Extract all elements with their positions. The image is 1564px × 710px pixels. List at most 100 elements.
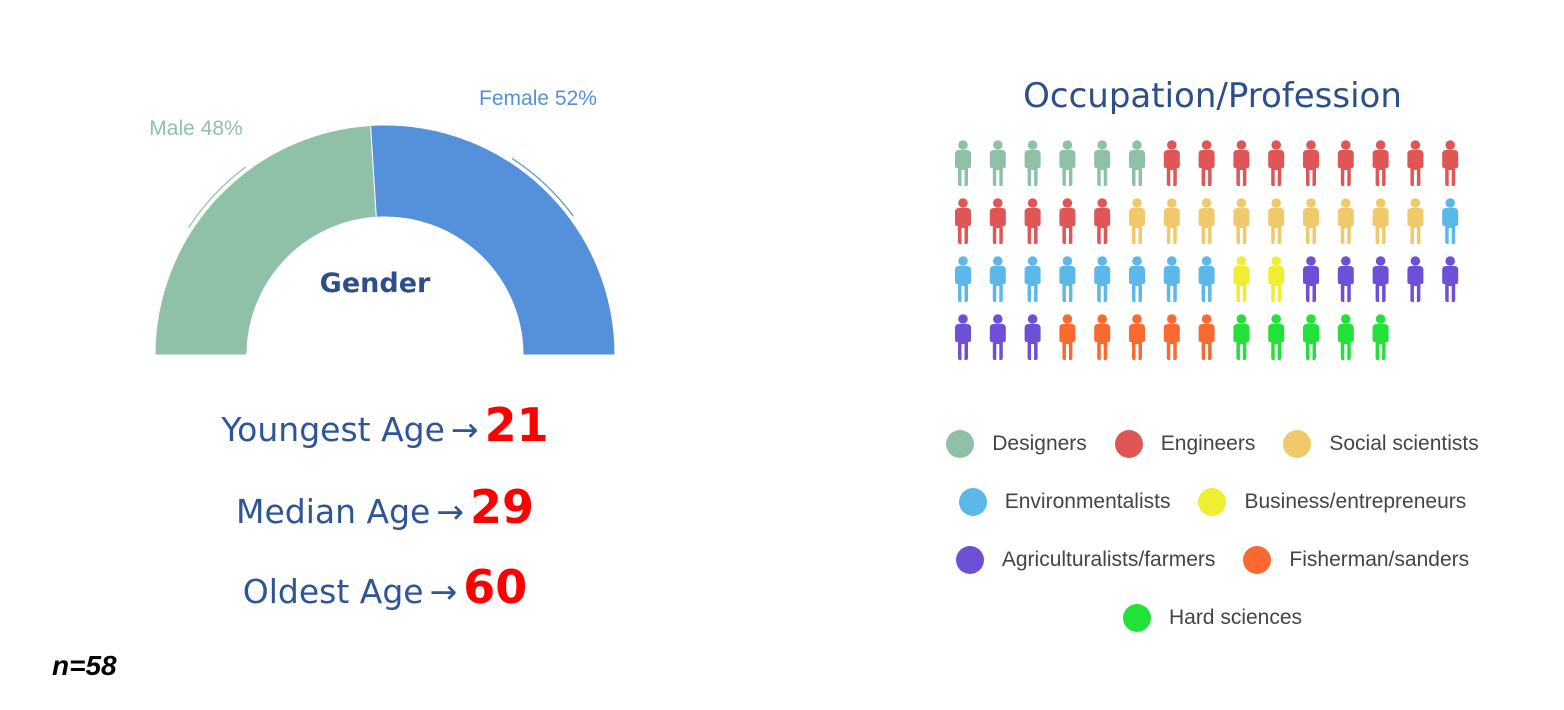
gender-leader-line: [187, 166, 247, 229]
legend-swatch-icon: [958, 488, 987, 516]
legend-label: Social scientists: [1329, 432, 1479, 455]
gender-title: Gender: [320, 268, 431, 299]
occupation-pictogram: [955, 140, 1459, 360]
person-icon: [1407, 256, 1424, 302]
legend-row: Hard sciences: [905, 604, 1520, 632]
person-icon: [1268, 256, 1285, 302]
legend-item: Engineers: [1114, 430, 1256, 458]
legend-swatch-icon: [1122, 604, 1151, 632]
person-icon: [1442, 256, 1459, 302]
oldest-age-row: Oldest Age → 60: [0, 560, 770, 614]
person-icon: [955, 314, 971, 360]
person-icon: [1268, 140, 1285, 186]
legend-swatch-icon: [955, 546, 984, 574]
person-icon: [1337, 314, 1354, 360]
person-icon: [1129, 256, 1145, 302]
legend-swatch-icon: [1114, 430, 1143, 458]
person-icon: [1129, 140, 1145, 186]
gender-slice-female: [370, 124, 616, 356]
sample-size-label: n=58: [52, 650, 117, 681]
person-icon: [1024, 198, 1041, 244]
median-age-row: Median Age → 29: [0, 480, 770, 534]
arrow-right-icon: →: [450, 410, 479, 449]
youngest-age-label: Youngest Age: [221, 410, 445, 449]
gender-label-male: Male 48%: [149, 117, 242, 140]
legend-swatch-icon: [1283, 430, 1312, 458]
legend-row: Designers Engineers Social scientists: [905, 430, 1520, 458]
person-icon: [1094, 140, 1111, 186]
person-icon: [1337, 140, 1354, 186]
legend-item: Hard sciences: [1122, 604, 1303, 632]
person-icon: [1129, 314, 1145, 360]
person-icon: [1129, 198, 1145, 244]
person-icon: [1233, 140, 1250, 186]
person-icon: [1407, 140, 1424, 186]
person-icon: [1163, 256, 1180, 302]
person-icon: [955, 256, 971, 302]
legend-label: Fisherman/sanders: [1289, 548, 1470, 571]
gender-leader-line: [511, 157, 574, 217]
person-icon: [1059, 198, 1076, 244]
person-icon: [1163, 314, 1180, 360]
person-icon: [1059, 256, 1076, 302]
median-age-label: Median Age: [235, 492, 431, 531]
person-icon: [1198, 140, 1215, 186]
gender-semi-donut-chart: Male 48% Female 52% Gender: [149, 87, 616, 356]
arrow-right-icon: →: [436, 492, 464, 531]
person-icon: [1233, 256, 1250, 302]
person-icon: [1163, 140, 1180, 186]
legend-item: Environmentalists: [958, 488, 1171, 516]
person-icon: [1024, 314, 1041, 360]
person-icon: [1198, 314, 1215, 360]
person-icon: [955, 198, 971, 244]
legend-label: Agriculturalists/farmers: [1001, 548, 1216, 571]
legend-item: Agriculturalists/farmers: [955, 546, 1216, 574]
legend-label: Engineers: [1160, 432, 1256, 455]
person-icon: [1268, 314, 1285, 360]
legend-swatch-icon: [1198, 488, 1227, 516]
person-icon: [1198, 256, 1215, 302]
legend-item: Fisherman/sanders: [1243, 546, 1469, 574]
oldest-age-label: Oldest Age: [242, 572, 424, 611]
person-icon: [1024, 256, 1041, 302]
person-icon: [1372, 140, 1389, 186]
person-icon: [1303, 140, 1319, 186]
person-icon: [1059, 140, 1076, 186]
median-age-value: 29: [469, 480, 534, 534]
legend-item: Business/entrepreneurs: [1198, 488, 1466, 516]
legend-item: Social scientists: [1283, 430, 1479, 458]
legend-label: Environmentalists: [1004, 490, 1171, 513]
person-icon: [1303, 256, 1319, 302]
person-icon: [1372, 314, 1389, 360]
person-icon: [1094, 314, 1111, 360]
person-icon: [989, 140, 1006, 186]
person-icon: [1442, 140, 1459, 186]
person-icon: [1059, 314, 1076, 360]
legend-row: Environmentalists Business/entrepreneurs: [905, 488, 1520, 516]
person-icon: [1163, 198, 1180, 244]
person-icon: [1407, 198, 1424, 244]
legend-swatch-icon: [946, 430, 975, 458]
person-icon: [1303, 198, 1319, 244]
arrow-right-icon: →: [429, 572, 458, 611]
person-icon: [1372, 256, 1389, 302]
legend-label: Designers: [992, 432, 1087, 455]
person-icon: [989, 314, 1006, 360]
person-icon: [989, 198, 1006, 244]
legend-item: Designers: [946, 430, 1087, 458]
youngest-age-row: Youngest Age → 21: [0, 398, 770, 452]
person-icon: [1442, 198, 1459, 244]
person-icon: [1024, 140, 1041, 186]
oldest-age-value: 60: [463, 560, 528, 614]
person-icon: [1094, 198, 1111, 244]
gender-slice-male: [154, 124, 377, 356]
person-icon: [1233, 314, 1250, 360]
gender-label-female: Female 52%: [479, 87, 597, 110]
legend-label: Hard sciences: [1168, 606, 1303, 629]
person-icon: [955, 140, 971, 186]
legend-swatch-icon: [1243, 546, 1272, 574]
person-icon: [1233, 198, 1250, 244]
occupation-title: Occupation/Profession: [1023, 76, 1402, 116]
person-icon: [1198, 198, 1215, 244]
person-icon: [1337, 198, 1354, 244]
